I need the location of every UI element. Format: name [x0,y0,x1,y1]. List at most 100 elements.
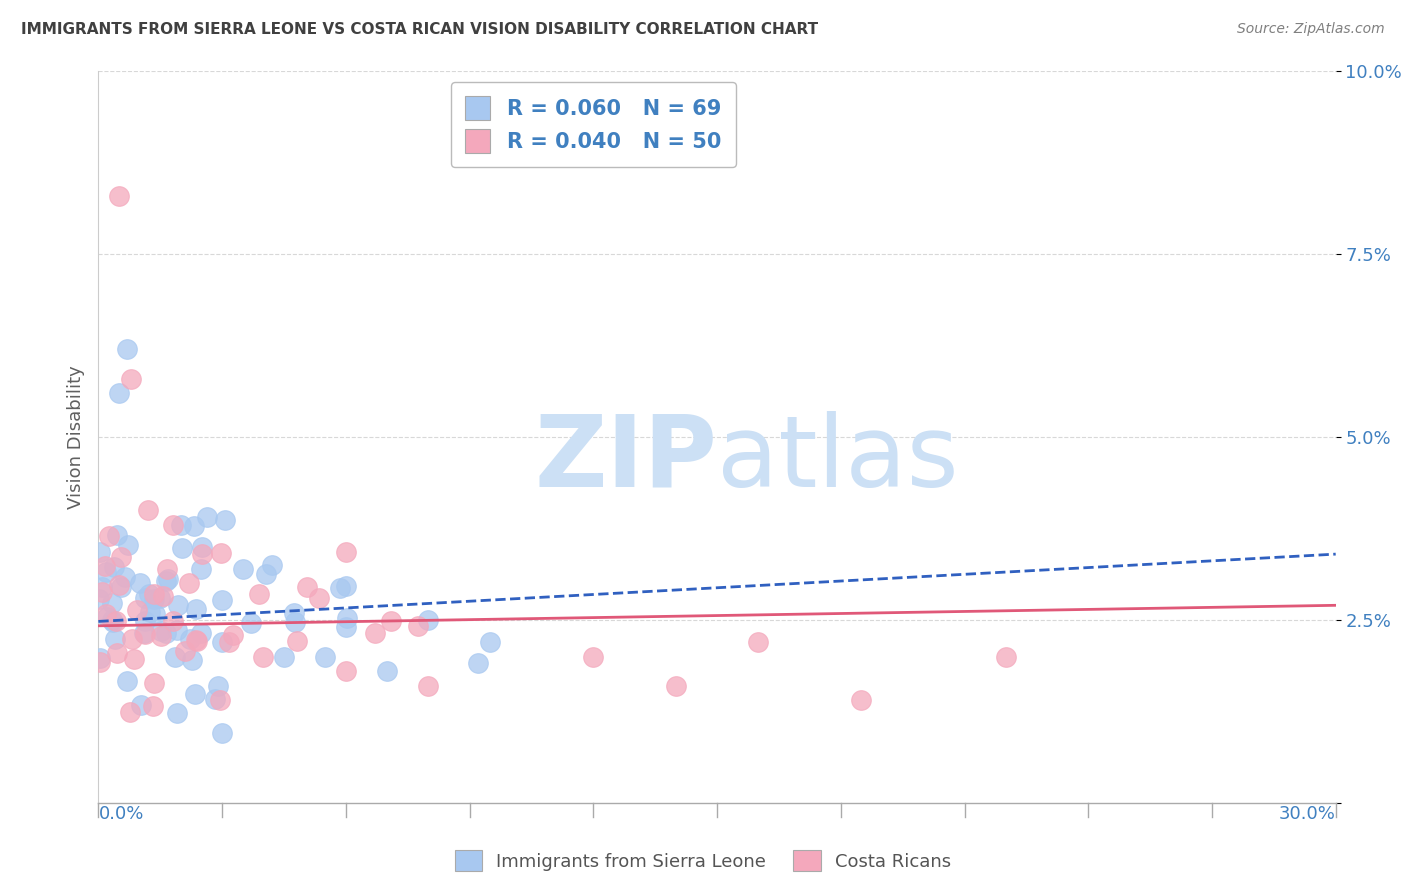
Point [190,547,212,561]
Point [122,651,145,665]
Text: Source: ZipAtlas.com: Source: ZipAtlas.com [1237,22,1385,37]
Point [170,517,193,532]
Point [142,675,165,690]
Point [232,562,254,576]
Point [240,616,263,631]
Point [94,607,117,622]
Point [166,598,188,612]
Point [156,562,179,576]
Point [418,613,440,627]
Point [87,591,110,606]
Point [747,635,769,649]
Point [406,619,429,633]
Point [665,679,688,693]
Point [308,591,330,605]
Point [335,620,357,634]
Point [364,625,387,640]
Point [103,559,125,574]
Point [254,567,277,582]
Point [195,510,218,524]
Text: atlas: atlas [717,410,959,508]
Point [134,591,156,606]
Point [157,572,180,586]
Point [335,545,357,559]
Point [110,550,132,565]
Point [104,632,127,646]
Point [134,614,156,628]
Point [142,592,165,607]
Point [143,607,166,622]
Point [108,386,131,401]
Point [209,546,232,560]
Point [190,540,212,554]
Point [94,565,117,579]
Point [117,343,139,357]
Text: 0.0%: 0.0% [98,805,143,823]
Point [467,656,489,670]
Point [110,580,132,594]
Point [105,528,128,542]
Point [152,590,174,604]
Point [207,679,229,693]
Point [155,626,177,640]
Point [380,614,402,628]
Point [214,512,236,526]
Point [222,628,245,642]
Point [89,651,111,665]
Point [138,587,160,601]
Point [163,650,186,665]
Point [131,698,153,712]
Point [90,584,112,599]
Point [136,503,159,517]
Point [252,649,274,664]
Point [184,632,207,647]
Point [172,541,194,556]
Point [183,518,205,533]
Text: IMMIGRANTS FROM SIERRA LEONE VS COSTA RICAN VISION DISABILITY CORRELATION CHART: IMMIGRANTS FROM SIERRA LEONE VS COSTA RI… [21,22,818,37]
Point [127,603,149,617]
Point [89,655,111,669]
Point [211,593,233,607]
Point [335,578,357,592]
Text: 30.0%: 30.0% [1279,805,1336,823]
Point [128,576,150,591]
Point [166,706,188,720]
Point [117,538,139,552]
Point [479,635,502,649]
Point [155,574,177,588]
Point [851,693,873,707]
Point [134,627,156,641]
Point [91,580,114,594]
Point [104,614,127,628]
Legend: R = 0.060   N = 69, R = 0.040   N = 50: R = 0.060 N = 69, R = 0.040 N = 50 [451,82,735,168]
Point [132,626,155,640]
Y-axis label: Vision Disability: Vision Disability [66,365,84,509]
Point [218,635,240,649]
Point [184,601,207,615]
Point [329,581,352,595]
Point [273,649,295,664]
Text: ZIP: ZIP [534,410,717,508]
Point [173,644,195,658]
Point [262,558,284,573]
Point [247,587,270,601]
Point [94,559,117,574]
Point [89,544,111,558]
Point [284,615,307,629]
Point [98,529,121,543]
Point [101,613,124,627]
Point [314,649,336,664]
Point [375,664,398,678]
Point [108,188,131,202]
Point [211,635,233,649]
Point [994,649,1017,664]
Point [121,632,143,646]
Point [181,653,204,667]
Point [162,614,184,628]
Point [107,578,129,592]
Legend: Immigrants from Sierra Leone, Costa Ricans: Immigrants from Sierra Leone, Costa Rica… [447,843,959,879]
Point [166,624,188,638]
Point [142,587,165,601]
Point [101,595,124,609]
Point [105,647,128,661]
